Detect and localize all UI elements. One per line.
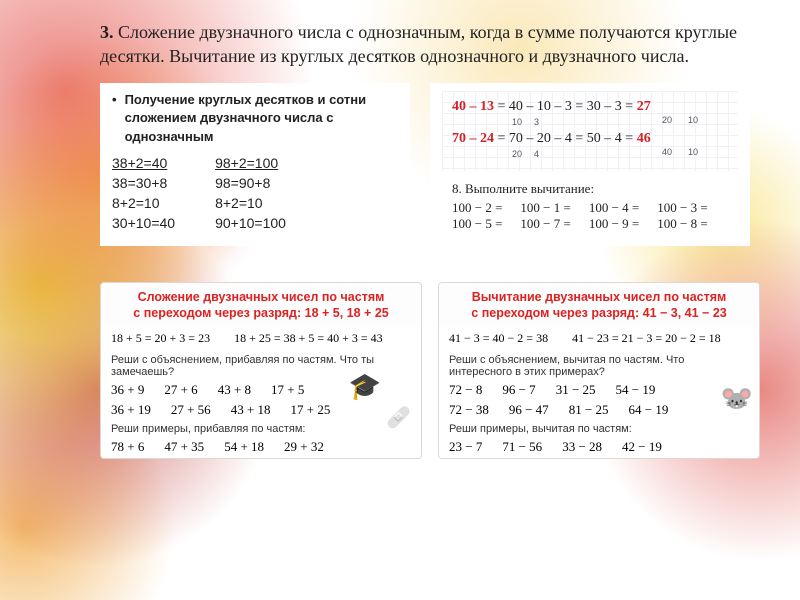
box-title: Сложение двузначных чисел по частям с пе…: [101, 283, 421, 328]
p: 33 − 28: [562, 439, 602, 455]
col2: 98+2=100 98=90+8 8+2=10 90+10=100: [215, 155, 286, 231]
p: 96 − 47: [509, 402, 549, 418]
example-line: 18 + 5 = 20 + 3 = 23 18 + 25 = 38 + 5 = …: [101, 327, 421, 352]
p: 81 − 25: [569, 402, 609, 418]
p: 100 − 3 =: [657, 200, 707, 216]
card-addition-round: •Получение круглых десятков и сотни слож…: [100, 83, 410, 246]
eq: 98+2=100: [215, 155, 286, 171]
eq: 8+2=10: [215, 195, 286, 211]
expr-1: 40 – 13 = 40 – 10 – 3 = 30 – 3 = 27: [452, 99, 728, 115]
plus-icon: 🩹: [386, 405, 411, 430]
p: 36 + 9: [111, 382, 144, 398]
p: 17 + 5: [271, 382, 304, 398]
p: 31 − 25: [556, 382, 596, 398]
eq: 90+10=100: [215, 215, 286, 231]
task8-label: 8. Выполните вычитание:: [452, 181, 594, 196]
eq: 30+10=40: [112, 215, 175, 231]
col1: 38+2=40 38=30+8 8+2=10 30+10=40: [112, 155, 175, 231]
p: 100 − 7 =: [520, 216, 570, 232]
prompt: Реши с объяснением, вычитая по частям. Ч…: [439, 352, 759, 381]
p: 17 + 25: [291, 402, 331, 418]
p: 78 + 6: [111, 439, 144, 455]
p: 100 − 8 =: [657, 216, 707, 232]
p: 23 − 7: [449, 439, 482, 455]
box-title: Вычитание двузначных чисел по частям с п…: [439, 283, 759, 328]
p: 100 − 4 =: [589, 200, 639, 216]
owl-icon: 🎓: [349, 371, 381, 402]
section-title: 3. Сложение двузначного числа с однознач…: [100, 20, 760, 69]
p: 64 − 19: [629, 402, 669, 418]
split-1b: 2010: [662, 115, 728, 125]
title-text: Сложение двузначного числа с однозначным…: [100, 22, 737, 66]
example-line: 41 − 3 = 40 − 2 = 38 41 − 23 = 21 − 3 = …: [439, 327, 759, 352]
title-number: 3.: [100, 22, 114, 42]
p: 100 − 9 =: [589, 216, 639, 232]
p: 47 + 35: [164, 439, 204, 455]
p: 100 − 5 =: [452, 216, 502, 232]
split-2b: 4010: [662, 147, 728, 157]
card-lead: Получение круглых десятков и сотни сложе…: [125, 91, 398, 148]
p: 36 + 19: [111, 402, 151, 418]
card-subtraction: 40 – 13 = 40 – 10 – 3 = 30 – 3 = 27 103 …: [430, 83, 750, 246]
eq: 38+2=40: [112, 155, 175, 171]
p: 72 − 8: [449, 382, 482, 398]
p: 96 − 7: [502, 382, 535, 398]
p: 27 + 56: [171, 402, 211, 418]
task-8: 8. Выполните вычитание: 100 − 2 =100 − 5…: [442, 175, 738, 238]
bullet-icon: •: [112, 91, 117, 148]
p: 27 + 6: [164, 382, 197, 398]
p: 71 − 56: [502, 439, 542, 455]
p: 100 − 1 =: [520, 200, 570, 216]
p: 43 + 8: [218, 382, 251, 398]
p: 54 + 18: [224, 439, 264, 455]
mouse-icon: 🐭: [721, 383, 753, 414]
prompt: Реши примеры, прибавляя по частям:: [101, 421, 421, 438]
p: 42 − 19: [622, 439, 662, 455]
p: 72 − 38: [449, 402, 489, 418]
eq: 98=90+8: [215, 175, 286, 191]
p: 54 − 19: [616, 382, 656, 398]
eq: 8+2=10: [112, 195, 175, 211]
prompt: Реши примеры, вычитая по частям:: [439, 421, 759, 438]
box-subtraction-parts: Вычитание двузначных чисел по частям с п…: [438, 282, 760, 460]
p: 43 + 18: [231, 402, 271, 418]
box-addition-parts: Сложение двузначных чисел по частям с пе…: [100, 282, 422, 460]
p: 29 + 32: [284, 439, 324, 455]
p: 100 − 2 =: [452, 200, 502, 216]
eq: 38=30+8: [112, 175, 175, 191]
expr-2: 70 – 24 = 70 – 20 – 4 = 50 – 4 = 46: [452, 131, 728, 147]
